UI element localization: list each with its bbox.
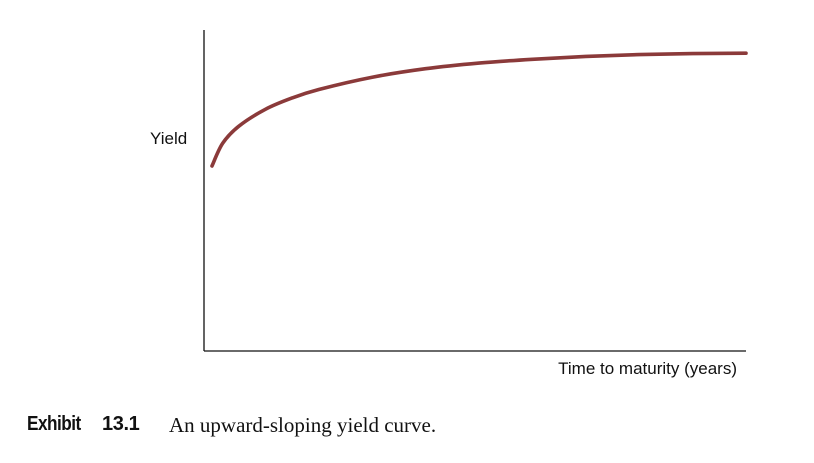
caption-number: 13.1 [102, 413, 140, 435]
caption-text: An upward-sloping yield curve. [169, 413, 437, 437]
caption-label: Exhibit [27, 413, 81, 435]
series-layer [210, 51, 748, 168]
x-axis-label: Time to maturity (years) [558, 359, 737, 378]
y-axis-label: Yield [150, 129, 187, 148]
yield-curve-line [210, 51, 748, 168]
figure-caption: Exhibit 13.1 An upward-sloping yield cur… [27, 413, 436, 437]
